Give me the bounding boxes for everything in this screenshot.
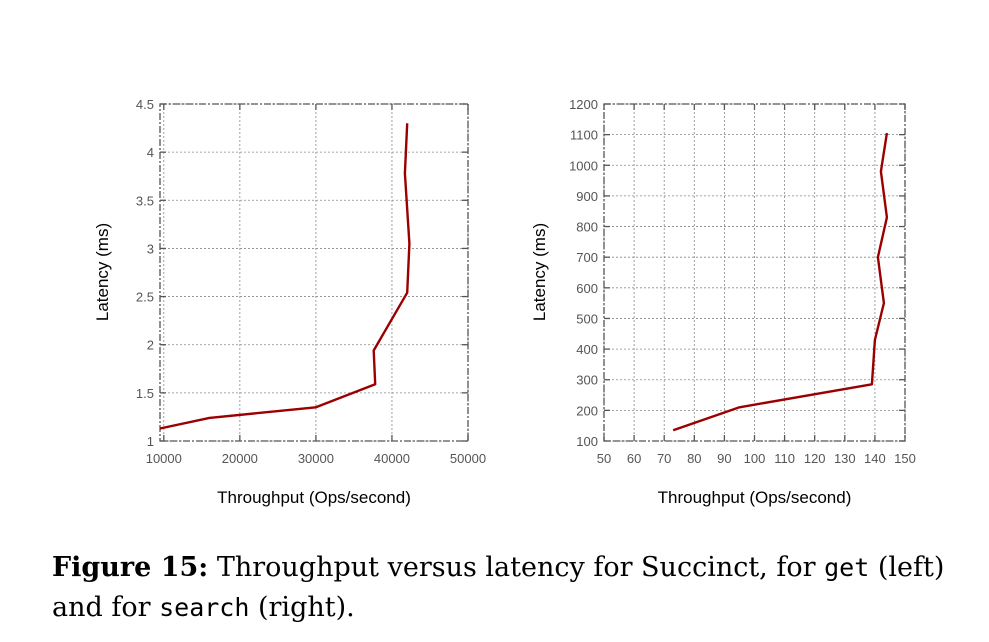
y-axis-title: Latency (ms) xyxy=(93,223,112,321)
x-tick-label: 140 xyxy=(864,451,886,466)
caption-label: Figure 15: xyxy=(52,552,209,583)
caption-text-2: (left) and for xyxy=(52,552,945,623)
y-tick-label: 1200 xyxy=(569,97,598,112)
x-tick-label: 50 xyxy=(597,451,611,466)
x-tick-label: 60 xyxy=(627,451,641,466)
caption-code-search: search xyxy=(159,593,250,622)
x-tick-label: 90 xyxy=(717,451,731,466)
x-tick-label: 120 xyxy=(804,451,826,466)
caption-text-3: (right). xyxy=(249,592,355,623)
y-tick-label: 3.5 xyxy=(136,193,154,208)
x-tick-label: 70 xyxy=(657,451,671,466)
x-axis-title: Throughput (Ops/second) xyxy=(217,488,411,507)
caption-text-1: Throughput versus latency for Succinct, … xyxy=(208,552,825,583)
figure-caption: Figure 15: Throughput versus latency for… xyxy=(52,548,972,628)
y-tick-label: 1100 xyxy=(570,128,598,143)
x-tick-label: 20000 xyxy=(222,451,258,466)
y-tick-label: 800 xyxy=(576,220,598,235)
y-tick-label: 100 xyxy=(576,434,598,449)
x-tick-label: 80 xyxy=(687,451,701,466)
y-tick-label: 3 xyxy=(147,241,154,256)
x-tick-label: 150 xyxy=(894,451,916,466)
caption-code-get: get xyxy=(824,553,870,582)
x-tick-label: 40000 xyxy=(374,451,410,466)
y-tick-label: 200 xyxy=(576,403,598,418)
plot-frame xyxy=(159,103,469,442)
right-chart-search: 50 60 70 80 90 100 110 120 130 140 150 100 200 300 400… xyxy=(530,97,916,507)
x-tick-label: 30000 xyxy=(298,451,334,466)
x-tick-label: 110 xyxy=(774,451,795,466)
y-tick-label: 2.5 xyxy=(136,290,154,305)
y-tick-label: 600 xyxy=(576,281,598,296)
y-tick-label: 1000 xyxy=(569,158,598,173)
x-tick-label: 50000 xyxy=(450,451,486,466)
plot-frame xyxy=(603,103,906,442)
y-tick-label: 4 xyxy=(147,145,154,160)
x-axis-title: Throughput (Ops/second) xyxy=(658,488,852,507)
x-tick-label: 100 xyxy=(744,451,766,466)
left-chart-get: 10000 20000 30000 40000 50000 1 1.5 2 2.5 3 3.5 4 4.… xyxy=(93,97,486,507)
y-tick-label: 700 xyxy=(576,250,598,265)
y-tick-label: 1 xyxy=(147,434,154,449)
x-tick-label: 130 xyxy=(834,451,856,466)
y-tick-label: 300 xyxy=(576,373,598,388)
y-axis-title: Latency (ms) xyxy=(530,223,549,321)
x-tick-label: 10000 xyxy=(146,451,182,466)
y-tick-label: 2 xyxy=(147,338,154,353)
figure-charts: 10000 20000 30000 40000 50000 1 1.5 2 2.5 3 3.5 4 4.… xyxy=(93,97,916,507)
series-line xyxy=(672,132,889,432)
y-tick-label: 400 xyxy=(576,342,598,357)
y-tick-label: 900 xyxy=(576,189,598,204)
series-line xyxy=(159,123,411,430)
y-tick-label: 500 xyxy=(576,311,598,326)
y-tick-label: 4.5 xyxy=(136,97,154,112)
y-tick-label: 1.5 xyxy=(136,386,154,401)
